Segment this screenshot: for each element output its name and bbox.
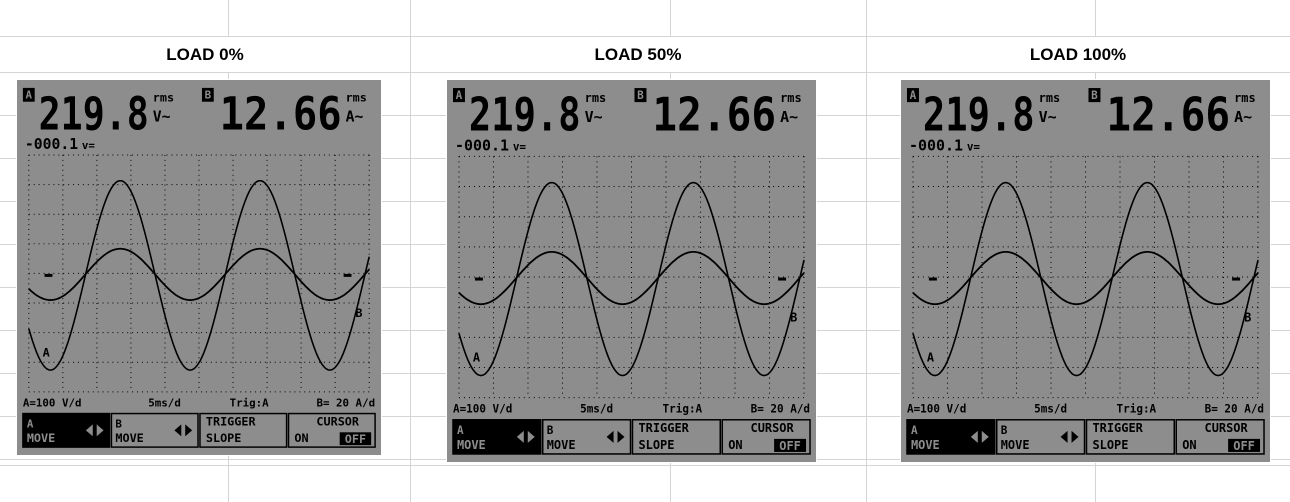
reading-a-unit: V~ [585, 108, 603, 126]
status-text: Trig:A [1117, 403, 1157, 416]
offset-unit: v= [82, 139, 95, 152]
menu-label: TRIGGER [206, 414, 257, 428]
spreadsheet: LOAD 0%A219.8rmsV~B12.66rmsA~-000.1v=ABA… [0, 0, 1290, 502]
menu-label: MOVE [27, 431, 55, 445]
channel-b: B [205, 89, 212, 102]
menu-label: SLOPE [638, 438, 674, 452]
menu-label: OFF [345, 432, 366, 446]
offset-unit: v= [967, 140, 981, 153]
reading-b: 12.66 [220, 87, 342, 140]
menu-label: ON [294, 431, 308, 445]
reading-a-rms: rms [585, 91, 607, 105]
menu-label: MOVE [1001, 438, 1030, 452]
scope-screen: A 219.8 rms V~ B 12.66 rms A~ -000.1 v= A B A=100 V/… [447, 80, 816, 462]
status-text: A=100 V/d [907, 403, 966, 416]
channel-a: A [26, 89, 33, 102]
status-text: B= 20 A/d [317, 397, 376, 410]
reading-b-rms: rms [346, 91, 367, 105]
reading-b-unit: A~ [780, 108, 798, 126]
reading-b-rms: rms [780, 91, 802, 105]
menu-label: B [115, 417, 122, 430]
reading-a-unit: V~ [153, 108, 171, 125]
channel-a: A [456, 89, 463, 102]
status-text: B= 20 A/d [751, 403, 810, 416]
channel-a: A [910, 89, 917, 102]
trace-label-b: B [355, 306, 362, 320]
status-text: 5ms/d [580, 403, 613, 416]
menu-label: CURSOR [751, 421, 795, 435]
page: LOAD 0%A219.8rmsV~B12.66rmsA~-000.1v=ABA… [0, 0, 1290, 502]
status-text: Trig:A [663, 403, 703, 416]
menu-label: OFF [779, 439, 801, 453]
menu-label: B [1001, 424, 1008, 437]
offset: -000.1 [25, 136, 78, 153]
menu-label: OFF [1233, 439, 1255, 453]
channel-b: B [1091, 89, 1098, 102]
menu-label: CURSOR [1205, 421, 1249, 435]
status-text: B= 20 A/d [1205, 403, 1264, 416]
menu-label: TRIGGER [1092, 421, 1143, 435]
menu-label: MOVE [457, 438, 486, 452]
reading-a: 219.8 [39, 87, 149, 140]
menu-label: MOVE [547, 438, 576, 452]
menu-label: MOVE [115, 431, 143, 445]
reading-b: 12.66 [1106, 87, 1230, 141]
offset: -000.1 [455, 136, 509, 154]
reading-a-rms: rms [153, 91, 174, 105]
trace-label-b: B [790, 310, 797, 324]
menu-label: TRIGGER [638, 421, 689, 435]
scope-screen: A 219.8 rms V~ B 12.66 rms A~ -000.1 v= A B A=100 V/… [901, 80, 1270, 462]
menu-label: MOVE [911, 438, 940, 452]
menu-label: A [27, 417, 34, 430]
status-text: A=100 V/d [23, 397, 82, 410]
reading-a-unit: V~ [1039, 108, 1057, 126]
status-text: 5ms/d [148, 397, 181, 410]
column-title: LOAD 0% [166, 45, 243, 64]
channel-b: B [637, 89, 644, 102]
reading-a: 219.8 [923, 87, 1035, 141]
reading-a: 219.8 [469, 87, 581, 141]
scope-screen: A 219.8 rms V~ B 12.66 rms A~ -000.1 v= A B A=100 V/… [17, 80, 381, 455]
offset-unit: v= [513, 140, 527, 153]
status-text: A=100 V/d [453, 403, 512, 416]
menu-label: SLOPE [1092, 438, 1128, 452]
reading-b-rms: rms [1234, 91, 1256, 105]
offset: -000.1 [909, 136, 963, 154]
menu-label: ON [728, 438, 742, 452]
menu-label: A [457, 424, 464, 437]
trace-label-a: A [927, 350, 935, 364]
column-title: LOAD 50% [595, 45, 682, 64]
reading-b-unit: A~ [1234, 108, 1252, 126]
status-text: 5ms/d [1034, 403, 1067, 416]
column-title: LOAD 100% [1030, 45, 1126, 64]
menu-label: A [911, 424, 918, 437]
menu-label: B [547, 424, 554, 437]
trace-label-b: B [1244, 310, 1251, 324]
trace-label-a: A [473, 350, 481, 364]
status-text: Trig:A [230, 397, 270, 410]
menu-label: ON [1182, 438, 1196, 452]
reading-b: 12.66 [652, 87, 776, 141]
menu-label: SLOPE [206, 431, 242, 445]
menu-label: CURSOR [316, 414, 359, 428]
reading-a-rms: rms [1039, 91, 1061, 105]
reading-b-unit: A~ [346, 108, 364, 125]
trace-label-a: A [43, 345, 50, 359]
